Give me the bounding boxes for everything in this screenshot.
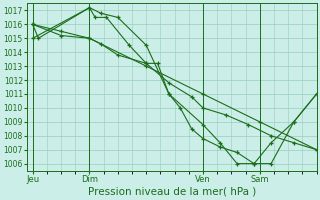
X-axis label: Pression niveau de la mer( hPa ): Pression niveau de la mer( hPa ) [88,187,256,197]
